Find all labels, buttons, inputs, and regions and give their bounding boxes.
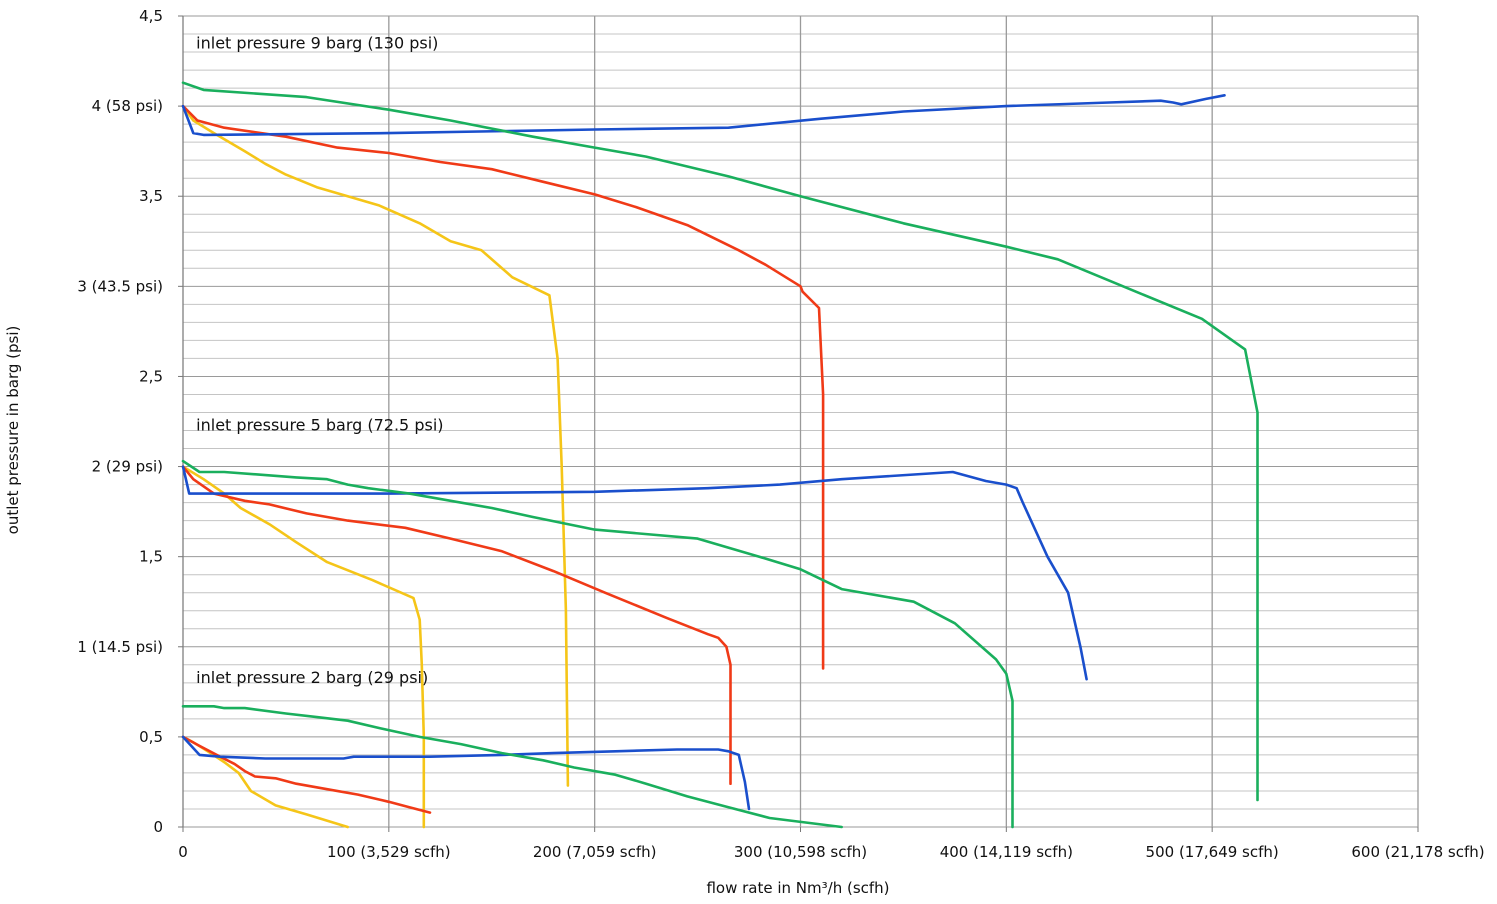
series-line-8 <box>181 459 1014 829</box>
x-tick-label: 600 (21,178 scfh) <box>1351 843 1484 861</box>
annotation-label: inlet pressure 5 barg (72.5 psi) <box>196 416 443 435</box>
series-line-2 <box>181 104 825 670</box>
series-line-11 <box>181 735 751 811</box>
y-tick-label: 3 (43.5 psi) <box>77 277 163 295</box>
x-tick-label: 500 (17,649 scfh) <box>1146 843 1279 861</box>
y-tick-label: 3,5 <box>139 187 163 205</box>
y-tick-label: 0 <box>153 818 163 836</box>
y-tick-label: 4,5 <box>139 7 163 25</box>
y-tick-label: 1,5 <box>139 548 163 566</box>
series-line-4 <box>181 81 1259 802</box>
series-line-6 <box>181 465 732 785</box>
x-tick-label: 200 (7,059 scfh) <box>533 843 657 861</box>
chart-grid <box>178 15 1419 832</box>
x-tick-label: 100 (3,529 scfh) <box>327 843 451 861</box>
y-tick-label: 4 (58 psi) <box>92 97 163 115</box>
y-tick-label: 1 (14.5 psi) <box>77 638 163 656</box>
series-line-3 <box>181 94 1226 137</box>
series-line-10 <box>181 735 432 814</box>
series-line-12 <box>181 705 843 829</box>
x-tick-label: 400 (14,119 scfh) <box>940 843 1073 861</box>
chart-series <box>181 81 1259 829</box>
chart-tick-labels: 0 0,5 1 (14.5 psi) 1,5 2 (29 psi) 2,5 3 (43.5 … <box>77 7 1484 861</box>
annotation-label: inlet pressure 9 barg (130 psi) <box>196 33 438 52</box>
x-tick-label: 300 (10,598 scfh) <box>734 843 867 861</box>
y-tick-label: 2 (29 psi) <box>92 458 163 476</box>
x-tick-label: 0 <box>178 843 188 861</box>
y-tick-label: 0,5 <box>139 728 163 746</box>
y-axis-title: outlet pressure in barg (psi) <box>4 326 22 535</box>
series-line-7 <box>181 465 1088 681</box>
series-line-1 <box>181 104 570 787</box>
y-tick-label: 2,5 <box>139 367 163 385</box>
x-axis-title: flow rate in Nm³/h (scfh) <box>706 879 889 897</box>
annotation-label: inlet pressure 2 barg (29 psi) <box>196 668 428 687</box>
chart-annotations: inlet pressure 9 barg (130 psi) inlet pre… <box>196 33 443 686</box>
